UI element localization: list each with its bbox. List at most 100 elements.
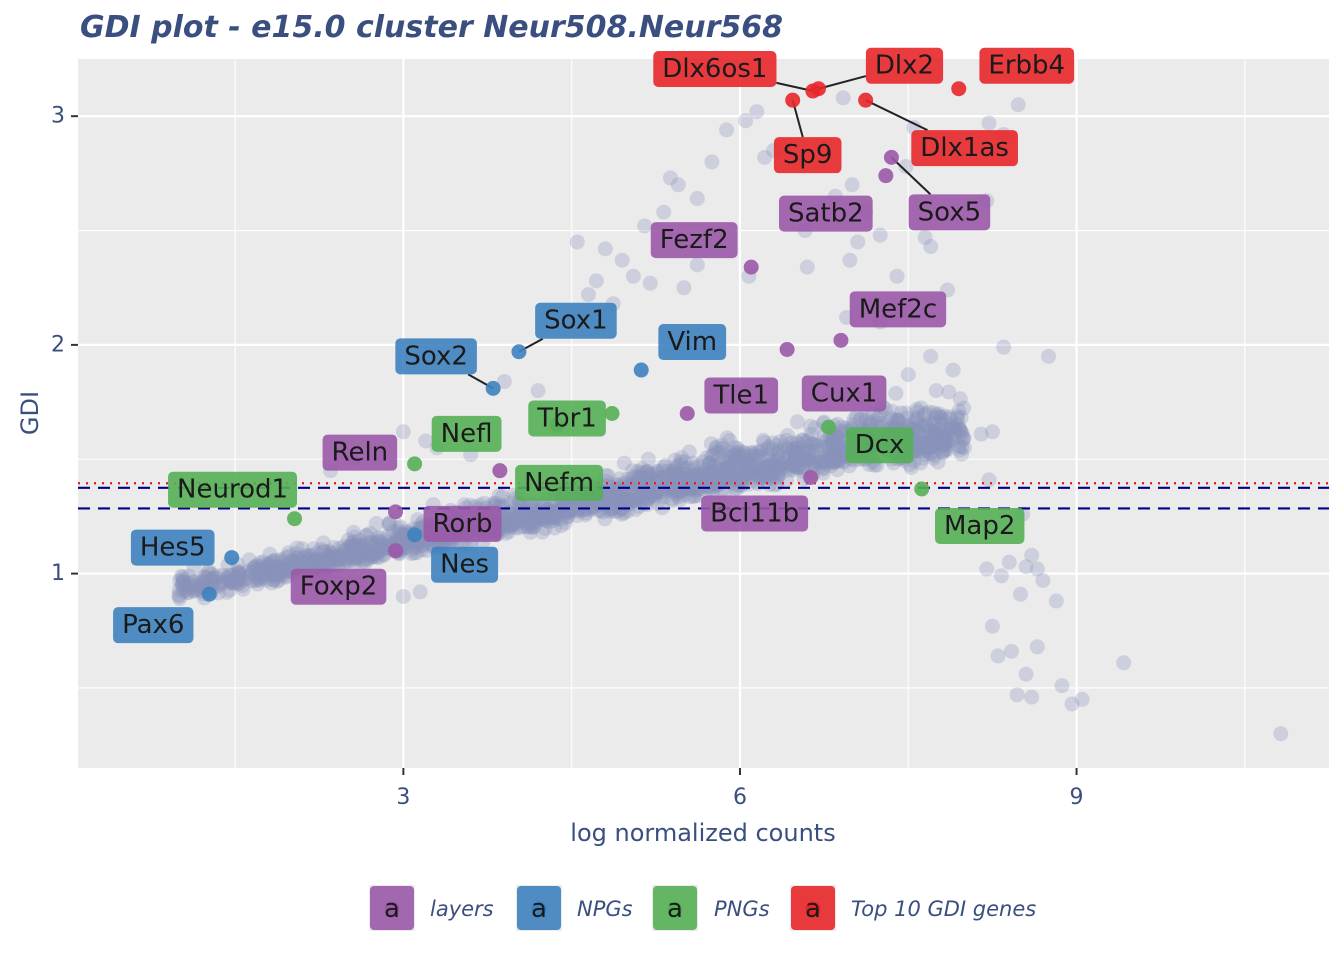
gene-point (954, 426, 970, 442)
gene-point (528, 511, 544, 527)
gene-point (927, 424, 943, 440)
gene-point (351, 543, 367, 559)
gene-point (252, 572, 268, 588)
gene-point (769, 461, 785, 477)
gene-point (702, 468, 718, 484)
gene-point (828, 444, 844, 460)
gene-point (903, 459, 919, 475)
gene-point (526, 519, 542, 535)
gene-point-outlier (984, 424, 1000, 440)
gene-point (686, 489, 702, 505)
gene-point (775, 442, 791, 458)
gene-point (796, 444, 812, 460)
gene-point (936, 428, 952, 444)
gene-point (939, 421, 955, 437)
highlight-point-dlx2 (811, 81, 827, 97)
gene-point (543, 510, 559, 526)
gene-point (705, 475, 721, 491)
gene-point (704, 454, 720, 470)
gene-point (799, 434, 815, 450)
gene-label-satb2: Satb2 (778, 195, 873, 232)
gene-point (699, 467, 715, 483)
gene-point (176, 583, 192, 599)
gene-point (778, 432, 794, 448)
gene-point-outlier (749, 104, 765, 120)
gene-point (656, 489, 672, 505)
gene-point (744, 466, 760, 482)
gene-point (673, 470, 689, 486)
gene-label-box (431, 546, 499, 583)
gene-point (546, 520, 562, 536)
gene-point (625, 493, 641, 509)
gene-point (954, 425, 970, 441)
gene-point (923, 440, 939, 456)
highlight-point-foxp2 (388, 543, 404, 559)
gene-point (613, 491, 629, 507)
gene-point (353, 548, 369, 564)
gene-point (791, 460, 807, 476)
gene-point (545, 507, 561, 523)
gene-point (175, 580, 191, 596)
gene-point (231, 565, 247, 581)
gene-label-sp9: Sp9 (773, 137, 842, 174)
gene-point (721, 474, 737, 490)
gene-point-outlier (569, 234, 585, 250)
gene-point (825, 454, 841, 470)
gene-point (816, 450, 832, 466)
gene-point (713, 461, 729, 477)
gene-point (751, 459, 767, 475)
gene-point (344, 535, 360, 551)
legend-key-point (805, 901, 821, 917)
gene-point (615, 493, 631, 509)
gene-point (791, 437, 807, 453)
gene-point (628, 492, 644, 508)
gene-point (918, 405, 934, 421)
gene-point (767, 458, 783, 474)
gene-label-box (801, 375, 887, 412)
gene-point (519, 519, 535, 535)
gene-point (219, 571, 235, 587)
gene-point (262, 558, 278, 574)
gene-point (952, 391, 968, 407)
gene-point (753, 467, 769, 483)
gene-point (615, 488, 631, 504)
gene-label-box (773, 137, 842, 174)
gene-point (805, 456, 821, 472)
gene-point (941, 384, 957, 400)
gene-point (681, 473, 697, 489)
gene-point (950, 417, 966, 433)
gene-label-hes5: Hes5 (130, 529, 215, 566)
gene-label-fezf2: Fezf2 (650, 222, 738, 259)
gene-point-outlier (689, 191, 705, 207)
gene-point (687, 488, 703, 504)
gene-point (607, 500, 623, 516)
gene-label-text: Tbr1 (536, 404, 597, 434)
gene-point (794, 432, 810, 448)
chart-title: GDI plot - e15.0 cluster Neur508.Neur568 (80, 10, 783, 45)
gene-point (501, 524, 517, 540)
gene-point (870, 415, 886, 431)
gene-point (540, 509, 556, 525)
gene-point (802, 456, 818, 472)
gene-point (812, 454, 828, 470)
gene-point (507, 515, 523, 531)
gene-point (764, 441, 780, 457)
gene-point (795, 450, 811, 466)
gene-point (802, 418, 818, 434)
x-tick-label: 6 (733, 785, 747, 810)
gene-point (920, 435, 936, 451)
gene-point (673, 478, 689, 494)
gene-point (537, 512, 553, 528)
gene-point (914, 442, 930, 458)
gene-point (313, 552, 329, 568)
gene-point (625, 493, 641, 509)
gene-point (748, 474, 764, 490)
gene-point (246, 560, 262, 576)
gene-point (271, 561, 287, 577)
gene-point (353, 538, 369, 554)
gene-point (696, 465, 712, 481)
gene-point (324, 546, 340, 562)
gene-point (909, 401, 925, 417)
gene-point (767, 459, 783, 475)
gene-point (728, 445, 744, 461)
